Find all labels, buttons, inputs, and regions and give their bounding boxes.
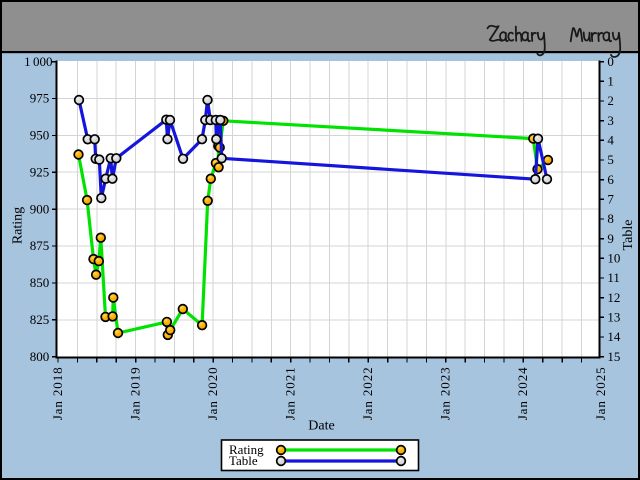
svg-text:875: 875	[30, 238, 50, 253]
svg-text:800: 800	[30, 349, 50, 364]
svg-text:Jan 2019: Jan 2019	[128, 367, 143, 421]
svg-text:6: 6	[607, 172, 614, 187]
svg-text:0: 0	[607, 54, 614, 69]
svg-text:000: 000	[33, 54, 53, 69]
svg-text:Date: Date	[308, 419, 334, 434]
svg-text:1: 1	[607, 74, 614, 89]
svg-text:3: 3	[607, 113, 614, 128]
svg-text:Jan 2021: Jan 2021	[283, 367, 298, 421]
svg-text:Table: Table	[229, 453, 258, 468]
svg-text:Jan 2024: Jan 2024	[515, 367, 530, 421]
svg-text:Rating: Rating	[229, 442, 264, 457]
svg-text:Jan 2023: Jan 2023	[438, 367, 453, 421]
svg-text:11: 11	[607, 270, 620, 285]
svg-text:925: 925	[30, 164, 50, 179]
svg-text:850: 850	[30, 275, 50, 290]
svg-text:Jan 2022: Jan 2022	[360, 367, 375, 421]
svg-text:14: 14	[607, 329, 621, 344]
svg-text:2: 2	[607, 93, 614, 108]
svg-text:15: 15	[607, 349, 620, 364]
svg-text:825: 825	[30, 312, 50, 327]
svg-text:5: 5	[607, 152, 614, 167]
svg-text:Jan 2025: Jan 2025	[593, 367, 608, 421]
svg-text:950: 950	[30, 128, 50, 143]
svg-text:1: 1	[24, 54, 31, 69]
svg-text:7: 7	[607, 192, 614, 207]
svg-text:9: 9	[607, 231, 614, 246]
svg-text:975: 975	[30, 91, 50, 106]
svg-text:Table: Table	[621, 220, 636, 251]
svg-text:900: 900	[30, 201, 50, 216]
svg-text:Rating: Rating	[11, 207, 26, 244]
svg-text:Jan 2018: Jan 2018	[50, 367, 65, 421]
svg-text:12: 12	[607, 290, 620, 305]
svg-text:8: 8	[607, 211, 614, 226]
svg-text:10: 10	[607, 251, 620, 266]
svg-text:Jan 2020: Jan 2020	[205, 367, 220, 421]
svg-text:13: 13	[607, 310, 620, 325]
svg-text:4: 4	[607, 133, 614, 148]
